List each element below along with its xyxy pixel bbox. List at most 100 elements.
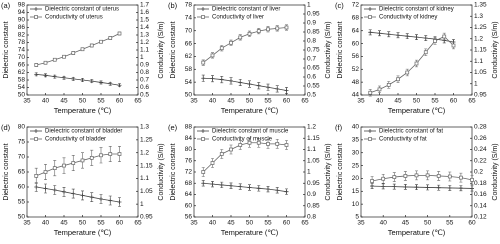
- data-point: [386, 32, 391, 37]
- data-point: [436, 174, 441, 178]
- y-tick-label: 98: [18, 2, 26, 9]
- series-line: [370, 31, 454, 43]
- data-point: [414, 61, 419, 66]
- data-point: [433, 39, 437, 43]
- y-tick-label: 56: [352, 53, 360, 60]
- data-point: [256, 186, 261, 191]
- legend-marker: [34, 7, 38, 11]
- y2-tick-label: 0.8: [307, 38, 316, 45]
- y2-tick-label: 1.1: [140, 175, 149, 182]
- data-point: [62, 189, 66, 194]
- legend-marker: [368, 129, 372, 133]
- panel: 35 40 45 50 55 60 65 44 48 52 56 60 64 68 72 0.95 1 1.05 1…: [335, 1, 499, 115]
- y2-tick-label: 0.6: [140, 84, 149, 91]
- data-point: [80, 158, 85, 163]
- x-tick-label: 65: [134, 98, 142, 105]
- y2-tick-label: 1.15: [474, 47, 487, 54]
- legend-marker: [34, 15, 38, 19]
- y2-axis-title: Conductivity (S/m): [325, 143, 332, 200]
- y2-tick-label: 1.2: [140, 39, 149, 46]
- y2-tick-label: 1.6: [140, 9, 149, 16]
- y2-tick-label: 0.18: [474, 180, 487, 187]
- legend-marker: [368, 15, 372, 19]
- x-tick-label: 55: [431, 98, 439, 105]
- x-tick-label: 45: [394, 98, 402, 105]
- data-point: [396, 33, 400, 38]
- data-point: [210, 182, 215, 187]
- data-point: [52, 57, 57, 62]
- data-point: [99, 80, 103, 85]
- data-point: [459, 175, 463, 180]
- y-axis-title: Dielectric constant: [170, 21, 177, 78]
- data-point: [52, 166, 57, 170]
- data-point: [414, 185, 419, 190]
- y-tick-label: 54: [18, 84, 26, 91]
- y-tick-label: 72: [185, 169, 193, 176]
- data-point: [229, 40, 233, 45]
- y-tick-label: 75: [18, 139, 26, 146]
- y2-tick-label: 1: [140, 201, 144, 208]
- x-tick-label: 60: [116, 98, 124, 105]
- panel-label: (e): [168, 123, 178, 132]
- y2-tick-label: 0.7: [307, 56, 316, 63]
- data-point: [52, 188, 57, 192]
- data-point: [62, 54, 66, 59]
- y2-tick-label: 0.9: [307, 20, 316, 27]
- x-tick-label: 45: [402, 220, 410, 227]
- y-tick-label: 76: [185, 157, 193, 164]
- y2-axis-title: Conductivity (S/m): [158, 21, 165, 78]
- y2-tick-label: 1.05: [307, 157, 320, 164]
- y2-tick-label: 1.1: [474, 58, 483, 65]
- y2-tick-label: 0.8: [140, 69, 149, 76]
- data-point: [201, 76, 206, 81]
- x-tick-label: 45: [60, 220, 68, 227]
- legend-label: Dielectric constant of kidney: [379, 7, 454, 13]
- legend-marker: [368, 137, 372, 141]
- series-line: [370, 36, 454, 94]
- y-tick-label: 70: [18, 154, 26, 161]
- data-point: [275, 26, 280, 31]
- y2-tick-label: 1: [307, 169, 311, 176]
- data-point: [219, 46, 224, 51]
- data-point: [370, 179, 374, 183]
- data-point: [80, 47, 85, 52]
- data-point: [99, 153, 103, 158]
- data-point: [229, 147, 233, 152]
- y-tick-label: 68: [352, 15, 360, 22]
- series-line: [203, 27, 287, 63]
- y-tick-label: 55: [18, 199, 26, 206]
- legend-label: Dielectric constant of uterus: [45, 7, 119, 13]
- series-line: [203, 182, 287, 193]
- x-tick-label: 35: [190, 98, 198, 105]
- y-tick-label: 90: [18, 17, 26, 24]
- y-tick-label: 62: [18, 69, 26, 76]
- y2-tick-label: 0.9: [140, 62, 149, 69]
- y-tick-label: 50: [18, 214, 26, 221]
- data-point: [210, 161, 215, 165]
- data-point: [414, 35, 419, 40]
- y2-tick-label: 1.15: [307, 135, 320, 142]
- y2-tick-label: 1: [140, 54, 144, 61]
- legend-label: Conductivity of uterus: [45, 15, 103, 21]
- legend-marker: [201, 137, 205, 141]
- data-point: [117, 152, 122, 156]
- y2-tick-label: 1.5: [140, 17, 149, 24]
- data-point: [80, 78, 85, 82]
- y-tick-label: 44: [352, 92, 360, 99]
- y-tick-label: 52: [352, 66, 360, 73]
- y-tick-label: 88: [185, 124, 193, 131]
- x-tick-label: 60: [116, 220, 124, 227]
- data-point: [99, 197, 103, 201]
- y2-tick-label: 0.24: [474, 146, 487, 153]
- y2-tick-label: 0.7: [140, 77, 149, 84]
- data-point: [71, 191, 76, 196]
- y2-tick-label: 1.2: [140, 149, 149, 156]
- x-axis-title: Temperature (℃): [221, 228, 279, 237]
- series-line: [36, 153, 120, 177]
- data-point: [447, 185, 452, 190]
- y-tick-label: 5: [355, 214, 359, 221]
- data-point: [99, 39, 103, 44]
- y-tick-label: 35: [352, 137, 360, 144]
- y-tick-label: 50: [18, 92, 26, 99]
